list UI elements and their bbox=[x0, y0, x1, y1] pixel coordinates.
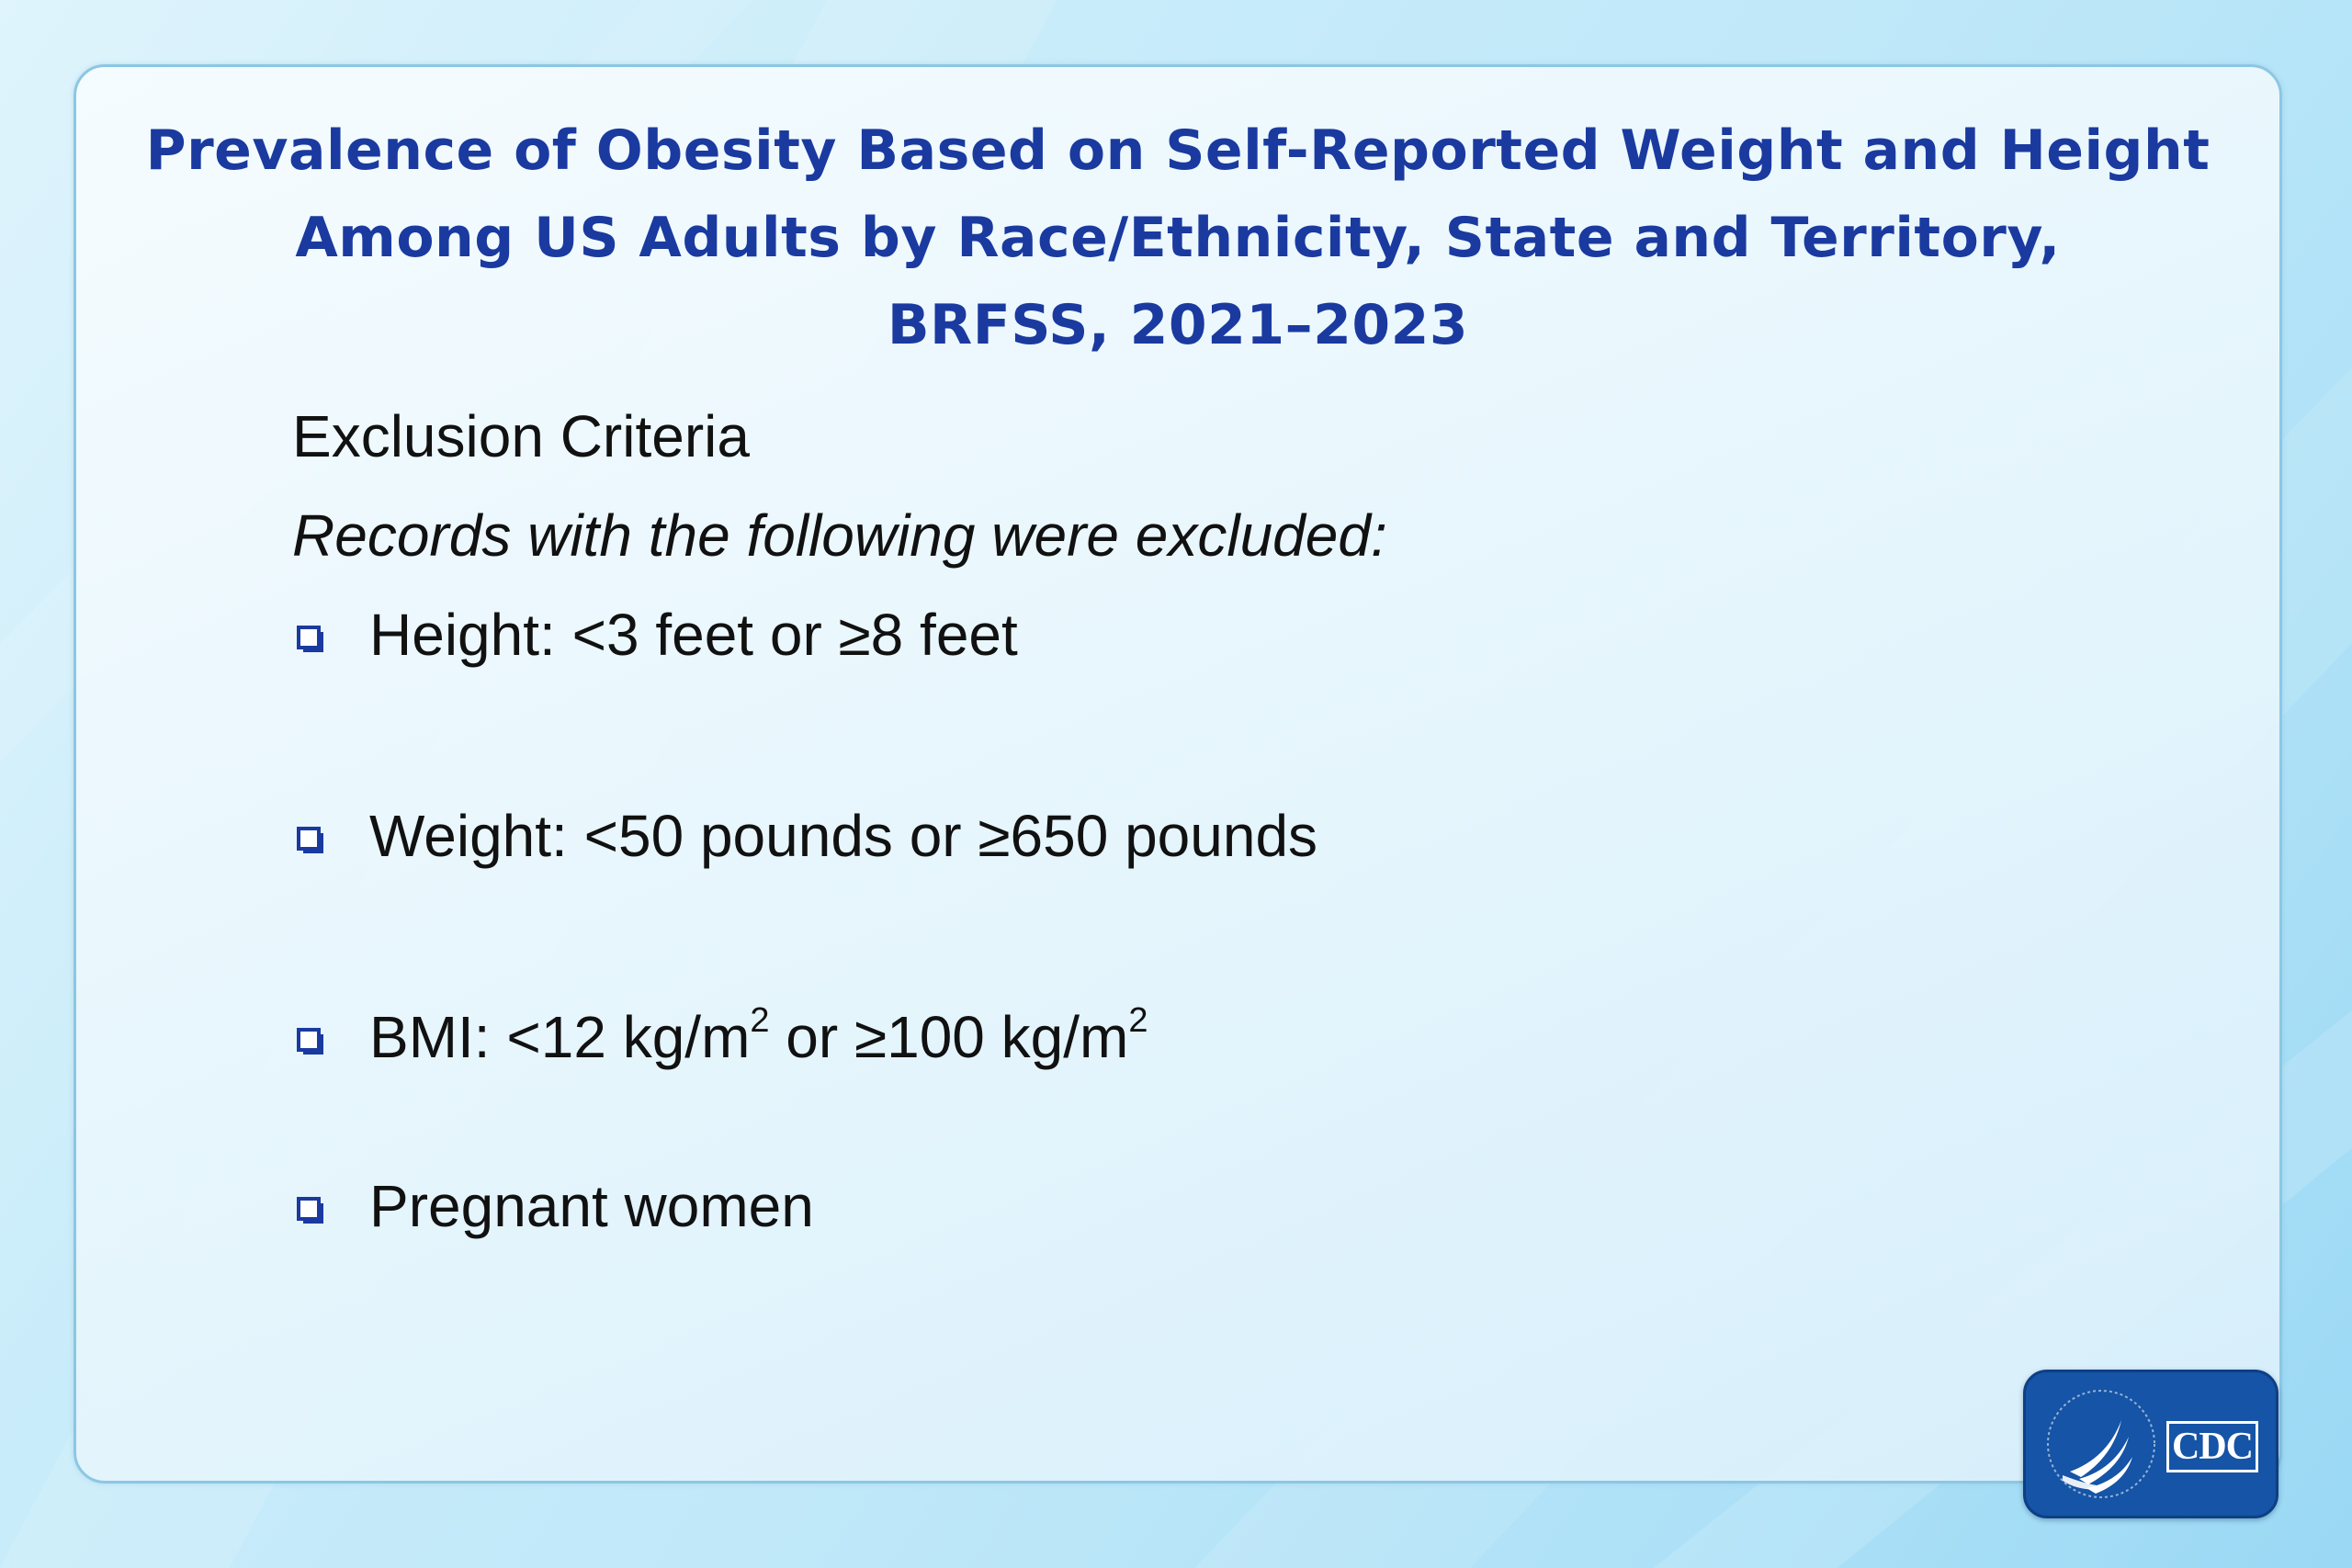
checkbox-bullet-icon bbox=[297, 626, 323, 652]
title-line-2: Among US Adults by Race/Ethnicity, State… bbox=[295, 206, 2061, 270]
title-line-3: BRFSS, 2021–2023 bbox=[887, 293, 1469, 357]
slide-title: Prevalence of Obesity Based on Self-Repo… bbox=[76, 107, 2279, 369]
slide-frame: Prevalence of Obesity Based on Self-Repo… bbox=[74, 64, 2282, 1483]
title-line-1: Prevalence of Obesity Based on Self-Repo… bbox=[145, 118, 2211, 183]
checkbox-bullet-icon bbox=[297, 827, 323, 853]
bmi-exponent-1: 2 bbox=[750, 1000, 770, 1040]
checkbox-bullet-icon bbox=[297, 1197, 323, 1224]
hhs-eagle-icon bbox=[2047, 1390, 2155, 1498]
criteria-text-bmi-middle: or ≥100 kg/m bbox=[769, 1004, 1129, 1070]
slide-body: Exclusion Criteria Records with the foll… bbox=[292, 395, 1946, 1247]
criteria-text-height: Height: <3 feet or ≥8 feet bbox=[369, 602, 1018, 668]
cdc-wordmark: CDC bbox=[2166, 1421, 2258, 1472]
criteria-item-bmi: BMI: <12 kg/m2 or ≥100 kg/m2 bbox=[292, 996, 1946, 1078]
cdc-logo: CDC bbox=[2023, 1370, 2278, 1518]
exclusion-subheading: Records with the following were excluded… bbox=[292, 502, 1387, 569]
criteria-item-pregnant: Pregnant women bbox=[292, 1165, 1946, 1247]
criteria-item-height: Height: <3 feet or ≥8 feet bbox=[292, 593, 1946, 676]
checkbox-bullet-icon bbox=[297, 1028, 323, 1055]
criteria-text-weight: Weight: <50 pounds or ≥650 pounds bbox=[369, 803, 1318, 869]
criteria-text-pregnant: Pregnant women bbox=[369, 1173, 814, 1239]
criteria-item-weight: Weight: <50 pounds or ≥650 pounds bbox=[292, 795, 1946, 877]
bmi-exponent-2: 2 bbox=[1128, 1000, 1148, 1040]
criteria-text-bmi-label: BMI: <12 kg/m bbox=[369, 1004, 751, 1070]
criteria-list: Height: <3 feet or ≥8 feet Weight: <50 p… bbox=[292, 593, 1946, 1247]
exclusion-heading: Exclusion Criteria bbox=[292, 403, 750, 469]
